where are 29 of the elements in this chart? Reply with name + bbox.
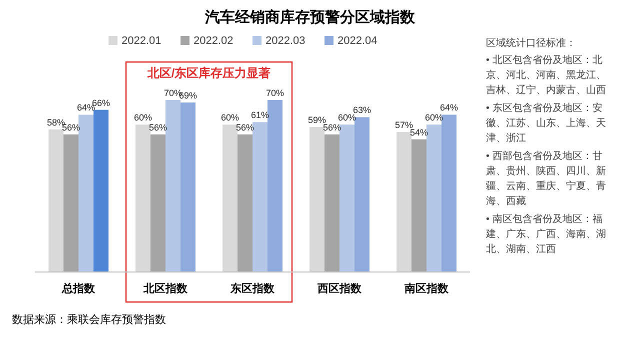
- text: • 东区包含省份及地区：安徽、江苏、山东、上海、天津、浙江: [486, 102, 607, 146]
- data-label: 60%: [338, 112, 356, 123]
- data-label: 56%: [236, 122, 254, 132]
- data-label: 60%: [424, 112, 444, 123]
- x-tick-label: 总指数: [61, 282, 96, 295]
- x-tick-label: 北区指数: [142, 282, 188, 295]
- legend-label: 2022.01: [122, 35, 162, 47]
- data-label: 60%: [220, 112, 240, 123]
- data-label: 57%: [394, 120, 414, 130]
- legend-label: 2022.03: [266, 35, 306, 47]
- data-label: 56%: [148, 122, 168, 132]
- legend-label: 2022.04: [338, 35, 378, 47]
- text: 北区/东区库存压力显著: [146, 66, 271, 80]
- chart-title: 汽车经销商库存预警分区域指数: [204, 8, 416, 26]
- data-label: 70%: [266, 88, 284, 98]
- data-label: 64%: [440, 102, 458, 113]
- text: • 北区包含省份及地区：北京、河北、河南、黑龙江、吉林、辽宁、内蒙古、山西: [486, 54, 607, 98]
- x-tick-label: 西区指数: [316, 282, 362, 295]
- data-label: 60%: [134, 112, 152, 123]
- text: • 南区包含省份及地区：福建、广东、广西、海南、湖北、湖南、江西: [486, 212, 607, 257]
- x-tick-label: 南区指数: [404, 282, 450, 295]
- x-tick-label: 东区指数: [230, 282, 276, 295]
- data-label: 63%: [352, 105, 372, 116]
- text: 区域统计口径标准：: [486, 36, 577, 51]
- source-note: 数据来源：乘联会库存预警指数: [12, 312, 166, 327]
- data-label: 61%: [250, 110, 270, 120]
- legend-label: 2022.02: [194, 35, 234, 47]
- text: • 西部包含省份及地区：甘肃、贵州、陕西、四川、新疆、云南、重庆、宁夏、青海、西藏: [486, 150, 607, 209]
- data-label: 54%: [410, 127, 428, 138]
